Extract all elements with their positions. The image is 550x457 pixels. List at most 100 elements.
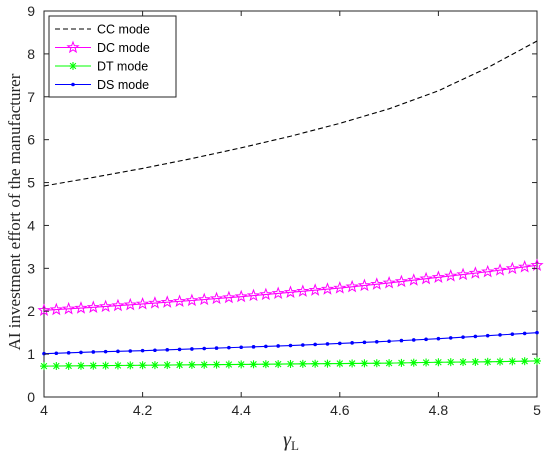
series-point <box>202 346 207 351</box>
series-point <box>79 350 83 355</box>
series-point <box>76 361 85 370</box>
legend-marker <box>66 40 80 54</box>
series-point <box>283 285 298 298</box>
legend-marker <box>69 62 77 70</box>
series-point <box>522 331 527 336</box>
series-point <box>165 348 170 352</box>
y-tick-label: 1 <box>27 346 35 362</box>
series-point <box>197 292 211 306</box>
series-dt-mode <box>40 356 541 371</box>
y-tick-label: 5 <box>27 175 35 191</box>
series-point <box>237 360 246 369</box>
series-point <box>128 349 133 353</box>
series-point <box>345 279 359 293</box>
series-point <box>508 357 517 366</box>
series-point <box>62 301 76 315</box>
legend-box <box>48 15 177 98</box>
series-point <box>385 359 394 368</box>
series-point <box>148 296 162 309</box>
series-point <box>530 258 544 271</box>
series-point <box>175 360 184 369</box>
series-point <box>431 270 445 283</box>
series-layer <box>37 40 544 371</box>
series-point <box>411 338 416 342</box>
x-tick-label: 4.2 <box>133 402 153 418</box>
legend-label: DT mode <box>97 60 148 74</box>
series-point <box>313 342 317 347</box>
series-point <box>394 274 409 288</box>
series-point <box>212 360 221 369</box>
series-dc-mode <box>37 258 544 316</box>
series-point <box>468 266 482 279</box>
series-point <box>227 345 231 350</box>
legend-label: DS mode <box>97 78 149 92</box>
series-point <box>37 303 51 316</box>
series-point <box>483 357 492 366</box>
series-point <box>510 332 515 336</box>
series-point <box>91 350 96 354</box>
series-point <box>325 342 330 346</box>
series-point <box>49 302 63 316</box>
series-point <box>239 345 243 350</box>
series-point <box>481 264 495 278</box>
series-point <box>372 359 381 368</box>
legend-marker <box>71 82 75 87</box>
series-point <box>434 358 443 367</box>
series-point <box>409 358 418 367</box>
series-point <box>224 360 233 369</box>
series-point <box>498 333 502 337</box>
x-tick-label: 4 <box>40 402 48 418</box>
series-point <box>473 334 478 339</box>
series-point <box>89 361 98 370</box>
series-point <box>113 361 122 370</box>
series-point <box>382 275 396 289</box>
series-point <box>298 359 307 368</box>
series-point <box>459 358 468 367</box>
legend-item: DS mode <box>55 78 149 92</box>
series-point <box>419 271 433 285</box>
series-point <box>261 360 270 369</box>
series-point <box>535 330 539 335</box>
axis-ticks: 4 4.2 4.4 4.6 4.8 5 0 1 2 3 4 5 6 7 8 9 <box>27 3 541 418</box>
series-point <box>471 357 480 366</box>
series-point <box>54 351 59 356</box>
series-point <box>311 359 320 368</box>
series-point <box>200 360 209 369</box>
series-point <box>259 287 273 301</box>
series-point <box>286 359 295 368</box>
series-point <box>461 335 465 339</box>
series-point <box>348 359 357 368</box>
y-tick-label: 6 <box>27 132 35 148</box>
series-point <box>407 273 421 286</box>
x-axis-label-subscript: L <box>291 438 299 453</box>
series-point <box>160 295 174 308</box>
series-point <box>360 359 369 368</box>
series-point <box>264 344 268 349</box>
series-point <box>436 336 441 341</box>
y-tick-label: 8 <box>27 46 35 62</box>
series-point <box>234 289 248 303</box>
series-point <box>222 290 236 304</box>
series-point <box>493 263 507 276</box>
series-point <box>123 297 137 311</box>
series-cc-mode <box>43 40 538 187</box>
series-point <box>320 282 335 295</box>
series-point <box>424 337 428 342</box>
series-point <box>136 296 150 310</box>
series-point <box>249 360 258 369</box>
series-point <box>308 283 322 296</box>
series-point <box>301 343 305 347</box>
series-point <box>485 333 490 338</box>
legend: CC mode DC mode DT mode DS mode <box>48 15 177 98</box>
series-point <box>505 261 519 275</box>
series-point <box>172 294 187 307</box>
series-point <box>103 349 108 354</box>
series-point <box>214 346 219 350</box>
series-point <box>251 345 256 349</box>
y-tick-label: 7 <box>27 89 35 105</box>
legend-item: CC mode <box>55 23 150 37</box>
series-point <box>370 277 384 290</box>
series-point <box>209 291 224 305</box>
series-point <box>533 356 541 365</box>
